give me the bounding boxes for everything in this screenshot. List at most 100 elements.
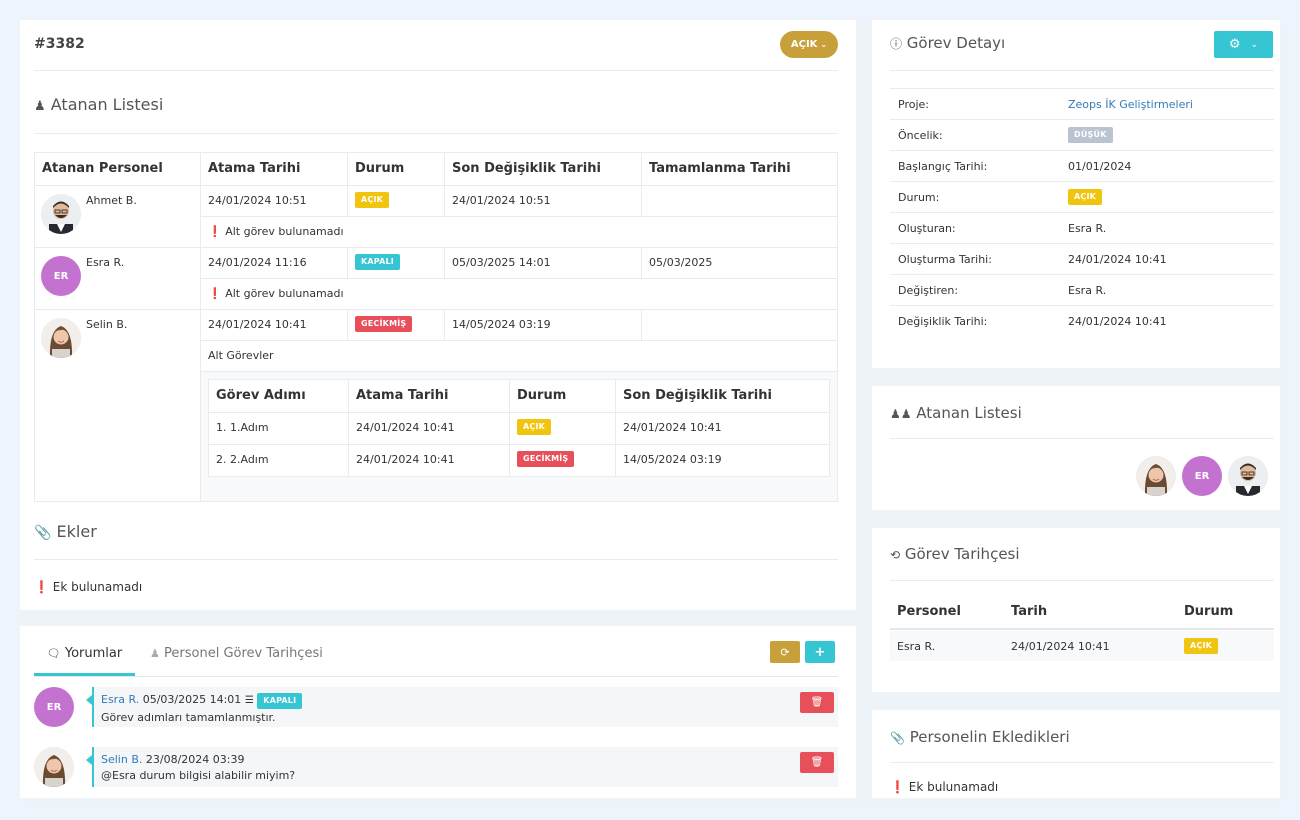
detail-row-priority: Öncelik: DÜŞÜK (890, 119, 1274, 150)
col-header: Görev Adımı (208, 379, 349, 413)
priority-badge: DÜŞÜK (1068, 127, 1113, 143)
avatar-ahmet (41, 194, 81, 234)
delete-comment-button[interactable]: 🗑 (800, 752, 834, 773)
subtasks-label: Alt Görevler (200, 340, 838, 372)
history-header: Personel Tarih Durum (890, 604, 1274, 630)
col-header: Atanan Personel (34, 152, 201, 186)
task-main-card: #3382 AÇIK ⌄ ♟ Atanan Listesi Atanan Per… (20, 20, 856, 610)
attachments-section-title: 📎 Ekler (34, 522, 97, 541)
last-change-date: 14/05/2024 03:19 (444, 309, 642, 341)
personnel-added-empty: ❗ Ek bulunamadı (890, 780, 999, 794)
comment-avatar-esra: ER (34, 687, 74, 727)
subtask-assign-date: 24/01/2024 10:41 (348, 412, 510, 445)
status-dropdown-label: AÇIK (790, 39, 818, 50)
comment-pointer (86, 755, 92, 765)
subtask-step: 1. 1.Adım (208, 412, 349, 445)
assigned-side-title: ♟♟ Atanan Listesi (890, 404, 1022, 422)
tab-personnel-history[interactable]: ♟ Personel Görev Tarihçesi (150, 646, 323, 661)
detail-row-modified-date: Değişiklik Tarihi: 24/01/2024 10:41 (890, 305, 1274, 336)
assigned-section-title: ♟ Atanan Listesi (34, 95, 164, 114)
comment-author[interactable]: Esra R. (101, 693, 140, 706)
tab-comments[interactable]: 🗨 Yorumlar (34, 646, 135, 676)
person-name: Ahmet B. (86, 194, 137, 207)
col-header: Tamamlanma Tarihi (641, 152, 838, 186)
col-header: Durum (347, 152, 445, 186)
detail-row-project: Proje: Zeops İK Geliştirmeleri (890, 88, 1274, 119)
status-badge: GECİKMİŞ (517, 451, 575, 467)
comment-author[interactable]: Selin B. (101, 753, 143, 766)
gear-icon: ⚙ (1228, 37, 1241, 52)
last-change-date: 05/03/2025 14:01 (444, 247, 642, 279)
assign-date: 24/01/2024 10:41 (200, 309, 348, 341)
alert-icon: ❗ (890, 780, 905, 794)
settings-dropdown-button[interactable]: ⚙ ⌄ (1214, 31, 1273, 58)
refresh-button[interactable]: ⟳ (770, 641, 800, 663)
status-dropdown-button[interactable]: AÇIK ⌄ (780, 31, 838, 58)
detail-row-created-date: Oluşturma Tarihi: 24/01/2024 10:41 (890, 243, 1274, 274)
status-badge: GECİKMİŞ (355, 316, 413, 332)
history-title: ⟲ Görev Tarihçesi (890, 545, 1020, 563)
delete-comment-button[interactable]: 🗑 (800, 692, 834, 713)
status-cell: GECİKMİŞ (347, 309, 445, 341)
status-badge: AÇIK (517, 419, 552, 435)
status-cell: GECİKMİŞ (509, 444, 616, 477)
subtask-note: ❗ Alt görev bulunamadı (200, 216, 838, 248)
add-comment-button[interactable]: + (805, 641, 835, 663)
col-header: Son Değişiklik Tarihi (615, 379, 830, 413)
task-id: #3382 (34, 36, 85, 52)
last-change-date: 24/01/2024 10:51 (444, 185, 642, 217)
col-header: Atama Tarihi (348, 379, 510, 413)
detail-row-created-by: Oluşturan: Esra R. (890, 212, 1274, 243)
subtask-assign-date: 24/01/2024 10:41 (348, 444, 510, 477)
refresh-icon: ⟳ (780, 645, 790, 659)
attachments-empty: ❗ Ek bulunamadı (34, 580, 143, 594)
col-header: Durum (509, 379, 616, 413)
paperclip-icon: 📎 (890, 731, 905, 745)
subtask-last-change: 14/05/2024 03:19 (615, 444, 830, 477)
person-name: Esra R. (86, 256, 125, 269)
avatar-selin (41, 318, 81, 358)
col-header: Atama Tarihi (200, 152, 348, 186)
table-row: Ahmet B. 24/01/2024 10:51 AÇIK 24/01/202… (34, 185, 838, 248)
user-icon: ♟ (34, 99, 46, 114)
comment-text: @Esra durum bilgisi alabilir miyim? (101, 769, 296, 782)
assignee-avatar-ahmet[interactable] (1228, 456, 1268, 496)
alert-icon: ❗ (208, 225, 222, 238)
subtask-row: 2. 2.Adım 24/01/2024 10:41 GECİKMİŞ 14/0… (208, 444, 830, 477)
comment-pointer (86, 695, 92, 705)
col-header: Son Değişiklik Tarihi (444, 152, 642, 186)
status-cell: AÇIK (509, 412, 616, 445)
personnel-added-title: 📎 Personelin Ekledikleri (890, 728, 1070, 746)
subtasks-cell: Görev Adımı Atama Tarihi Durum Son Değiş… (200, 371, 838, 502)
completion-date (641, 185, 838, 217)
table-row: Selin B. 24/01/2024 10:41 GECİKMİŞ 14/05… (34, 309, 838, 502)
comment-date: 23/08/2024 03:39 (145, 753, 245, 766)
comment-item: Esra R. 05/03/2025 14:01 ☰ KAPALI Görev … (86, 687, 838, 727)
info-icon: ⓘ (890, 37, 903, 51)
project-link[interactable]: Zeops İK Geliştirmeleri (1068, 98, 1193, 111)
avatar-esra: ER (41, 256, 81, 296)
task-detail-title: ⓘ Görev Detayı (890, 34, 1006, 52)
history-row: Esra R. 24/01/2024 10:41 AÇIK (890, 631, 1274, 661)
completion-date (641, 309, 838, 341)
person-cell: ER Esra R. (34, 247, 201, 310)
person-cell: Selin B. (34, 309, 201, 502)
person-cell: Ahmet B. (34, 185, 201, 248)
assignee-avatar-esra[interactable]: ER (1182, 456, 1222, 496)
alert-icon: ❗ (208, 287, 222, 300)
status-cell: AÇIK (347, 185, 445, 217)
alert-icon: ❗ (34, 580, 49, 594)
assignee-avatar-selin[interactable] (1136, 456, 1176, 496)
comment-date: 05/03/2025 14:01 (142, 693, 242, 706)
plus-icon: + (814, 644, 826, 660)
comment-text: Görev adımları tamamlanmıştır. (101, 711, 276, 724)
completion-date: 05/03/2025 (641, 247, 838, 279)
comments-card: 🗨 Yorumlar ♟ Personel Görev Tarihçesi ⟳ … (20, 626, 856, 798)
subtask-note: ❗ Alt görev bulunamadı (200, 278, 838, 310)
detail-row-modified-by: Değiştiren: Esra R. (890, 274, 1274, 305)
subtasks-table: Görev Adımı Atama Tarihi Durum Son Değiş… (208, 379, 830, 477)
comment-item: Selin B. 23/08/2024 03:39 @Esra durum bi… (86, 747, 838, 787)
assigned-table: Atanan Personel Atama Tarihi Durum Son D… (34, 152, 838, 502)
subtask-row: 1. 1.Adım 24/01/2024 10:41 AÇIK 24/01/20… (208, 412, 830, 445)
chevron-down-icon: ⌄ (1250, 39, 1259, 50)
